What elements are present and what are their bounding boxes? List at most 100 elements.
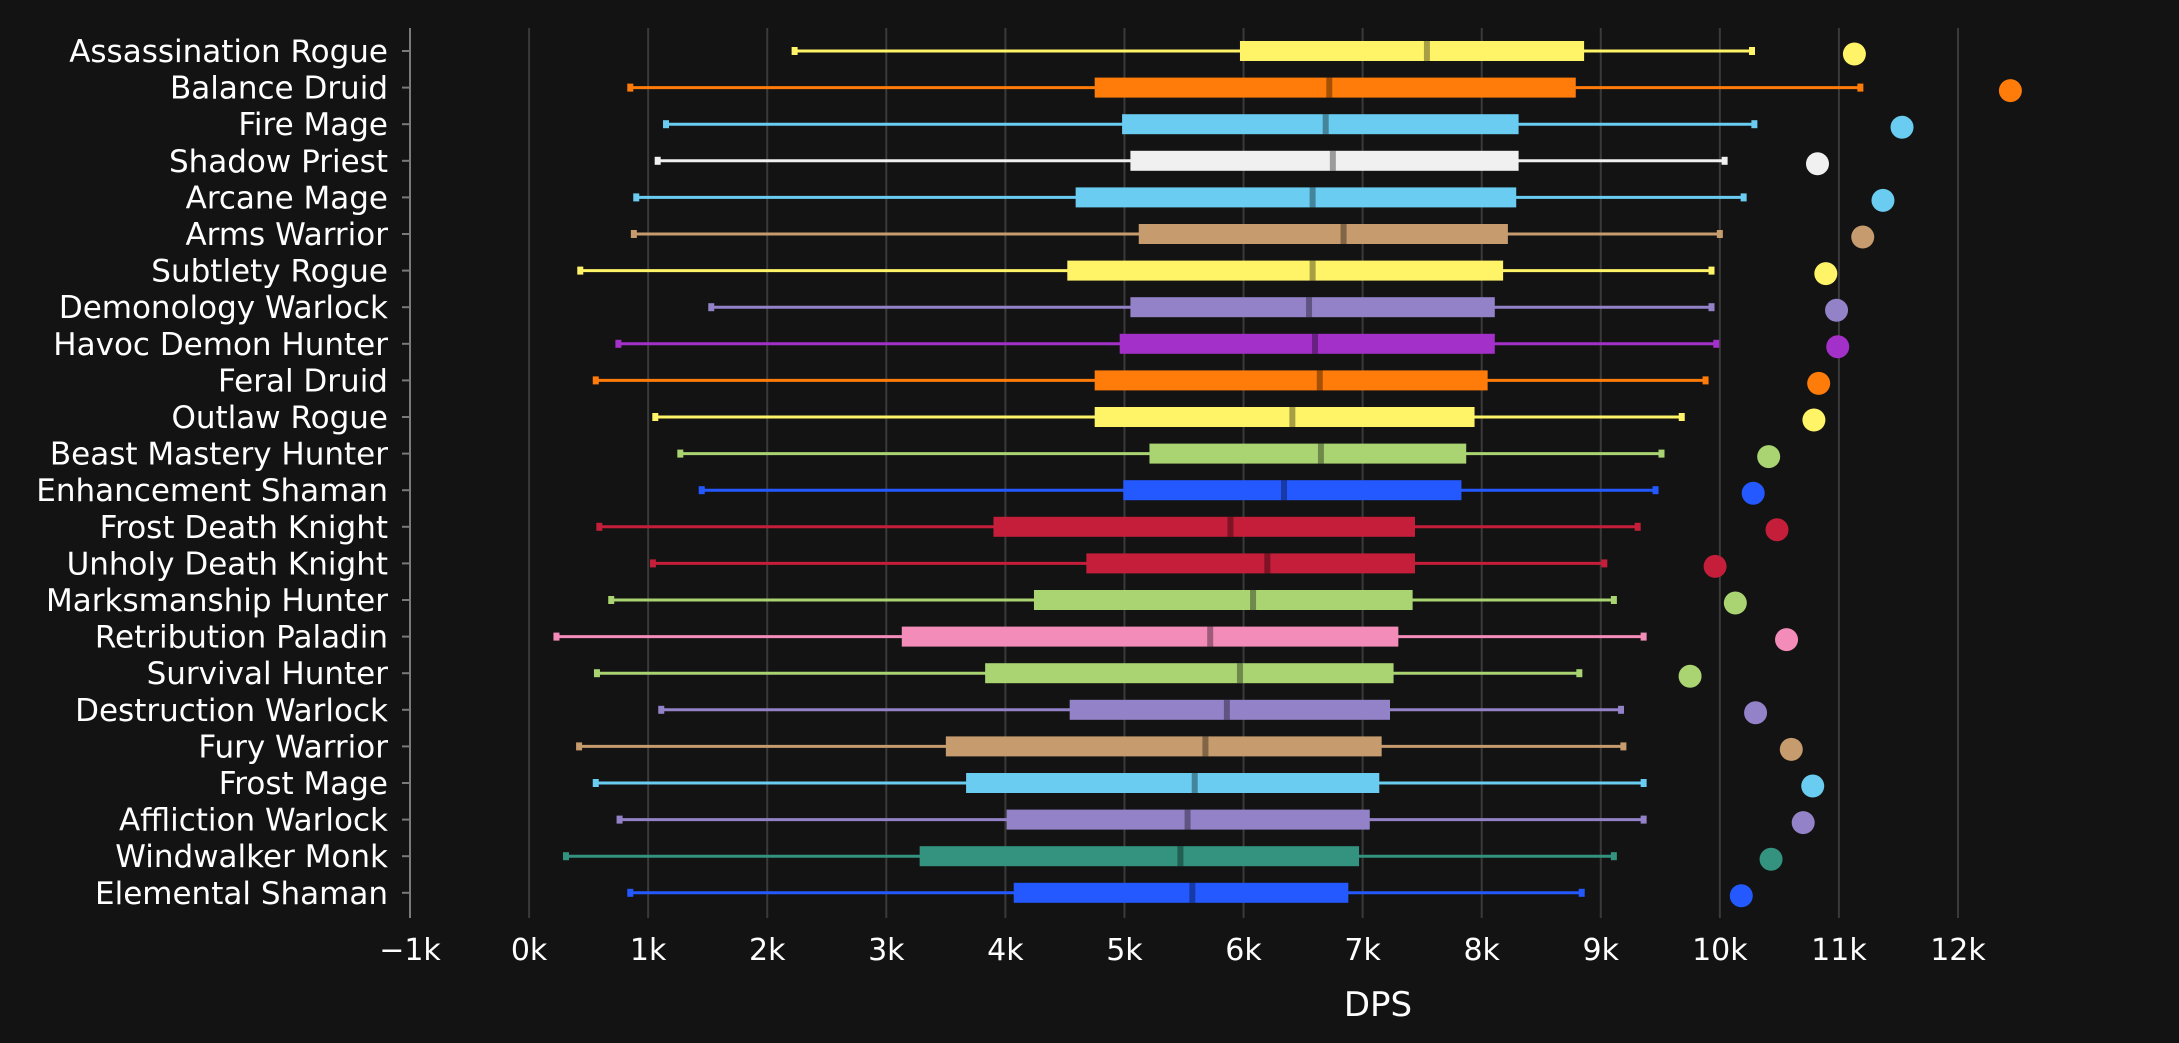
median-marker (1322, 114, 1329, 135)
series-row: Affliction Warlock (119, 803, 1815, 839)
category-label: Destruction Warlock (75, 693, 388, 729)
median-marker (1207, 626, 1214, 647)
median-marker (1191, 773, 1198, 793)
whisker-min-cap (592, 779, 599, 787)
median-marker (1184, 809, 1191, 830)
iqr-box (1123, 480, 1462, 501)
iqr-box (901, 626, 1399, 647)
iqr-box (1130, 150, 1519, 171)
category-label: Enhancement Shaman (36, 473, 388, 509)
outlier-point (1779, 737, 1803, 761)
iqr-box (985, 663, 1394, 684)
iqr-box (1006, 809, 1370, 830)
x-tick-label: 6k (1225, 933, 1262, 968)
whisker-min-cap (616, 815, 623, 824)
iqr-box (1033, 590, 1413, 610)
whisker-min-cap (677, 449, 684, 458)
outlier-point (1791, 811, 1815, 835)
whisker-min-cap (708, 303, 715, 312)
whisker-max-cap (1713, 339, 1720, 348)
category-label: Demonology Warlock (59, 290, 388, 326)
x-tick-label: 10k (1692, 933, 1748, 968)
median-marker (1309, 260, 1316, 281)
series-row: Fire Mage (238, 107, 1914, 143)
outlier-point (1765, 518, 1789, 542)
x-tick-label: 1k (630, 933, 667, 968)
category-label: Balance Druid (170, 71, 388, 107)
series-row: Frost Mage (219, 766, 1825, 802)
x-tick-label: −1k (379, 933, 441, 968)
median-marker (1309, 187, 1316, 208)
series-row: Survival Hunter (147, 656, 1702, 692)
outlier-point (1723, 591, 1747, 615)
whisker-max-cap (1640, 779, 1647, 787)
iqr-box (1094, 407, 1475, 427)
category-label: Shadow Priest (169, 144, 388, 180)
series-row: Havoc Demon Hunter (53, 327, 1850, 363)
whisker-max-cap (1708, 303, 1715, 312)
category-label: Windwalker Monk (115, 839, 388, 875)
outlier-point (1744, 701, 1768, 725)
whisker-min-cap (627, 83, 634, 92)
series-row: Windwalker Monk (115, 839, 1783, 875)
category-label: Arms Warrior (185, 217, 388, 253)
whisker-max-cap (1702, 376, 1709, 385)
category-label: Subtlety Rogue (151, 254, 388, 290)
series-row: Shadow Priest (169, 144, 1829, 180)
category-label: Marksmanship Hunter (46, 583, 388, 619)
x-tick-label: 4k (987, 933, 1024, 968)
whisker-max-cap (1576, 669, 1583, 678)
outlier-point (1871, 188, 1895, 212)
iqr-box (1013, 882, 1349, 903)
whisker-min-cap (654, 156, 661, 165)
category-label: Frost Death Knight (100, 510, 388, 546)
whisker-max-cap (1716, 230, 1723, 238)
outlier-point (1757, 445, 1781, 469)
whisker-max-cap (1618, 705, 1625, 714)
median-marker (1264, 553, 1271, 574)
whisker-max-cap (1721, 156, 1728, 165)
series-row: Destruction Warlock (75, 693, 1768, 729)
whisker-min-cap (791, 47, 798, 55)
series-row: Fury Warrior (198, 729, 1803, 765)
outlier-point (1826, 335, 1850, 359)
category-label: Frost Mage (219, 766, 388, 802)
category-label: Fire Mage (238, 107, 388, 143)
whisker-max-cap (1857, 83, 1864, 92)
median-marker (1250, 590, 1257, 610)
whisker-max-cap (1658, 449, 1665, 458)
series-row: Feral Druid (218, 363, 1831, 399)
whisker-min-cap (649, 559, 656, 568)
iqr-box (1069, 699, 1391, 720)
whisker-max-cap (1652, 486, 1659, 495)
iqr-box (1130, 297, 1495, 318)
median-marker (1289, 407, 1296, 427)
iqr-box (1094, 77, 1576, 98)
whisker-min-cap (553, 632, 560, 641)
x-tick-label: 11k (1811, 933, 1867, 968)
outlier-point (1741, 481, 1765, 505)
whisker-min-cap (593, 669, 600, 678)
category-label: Fury Warrior (198, 729, 388, 765)
series-row: Assassination Rogue (69, 34, 1866, 70)
outlier-point (1890, 115, 1914, 139)
whisker-max-cap (1578, 888, 1585, 897)
whisker-max-cap (1751, 120, 1758, 129)
category-label: Survival Hunter (147, 656, 389, 692)
outlier-point (1801, 774, 1825, 798)
iqr-box (1138, 224, 1508, 244)
median-marker (1329, 150, 1336, 171)
x-tick-label: 0k (511, 933, 548, 968)
outlier-point (1998, 79, 2022, 103)
outlier-point (1678, 664, 1702, 688)
series-row: Frost Death Knight (100, 510, 1789, 546)
iqr-box (1239, 41, 1585, 61)
outlier-point (1842, 42, 1866, 66)
median-marker (1311, 333, 1318, 354)
iqr-box (1149, 443, 1467, 464)
whisker-max-cap (1634, 522, 1641, 531)
series-row: Balance Druid (170, 71, 2022, 107)
whisker-min-cap (663, 120, 670, 129)
outlier-point (1851, 225, 1875, 249)
